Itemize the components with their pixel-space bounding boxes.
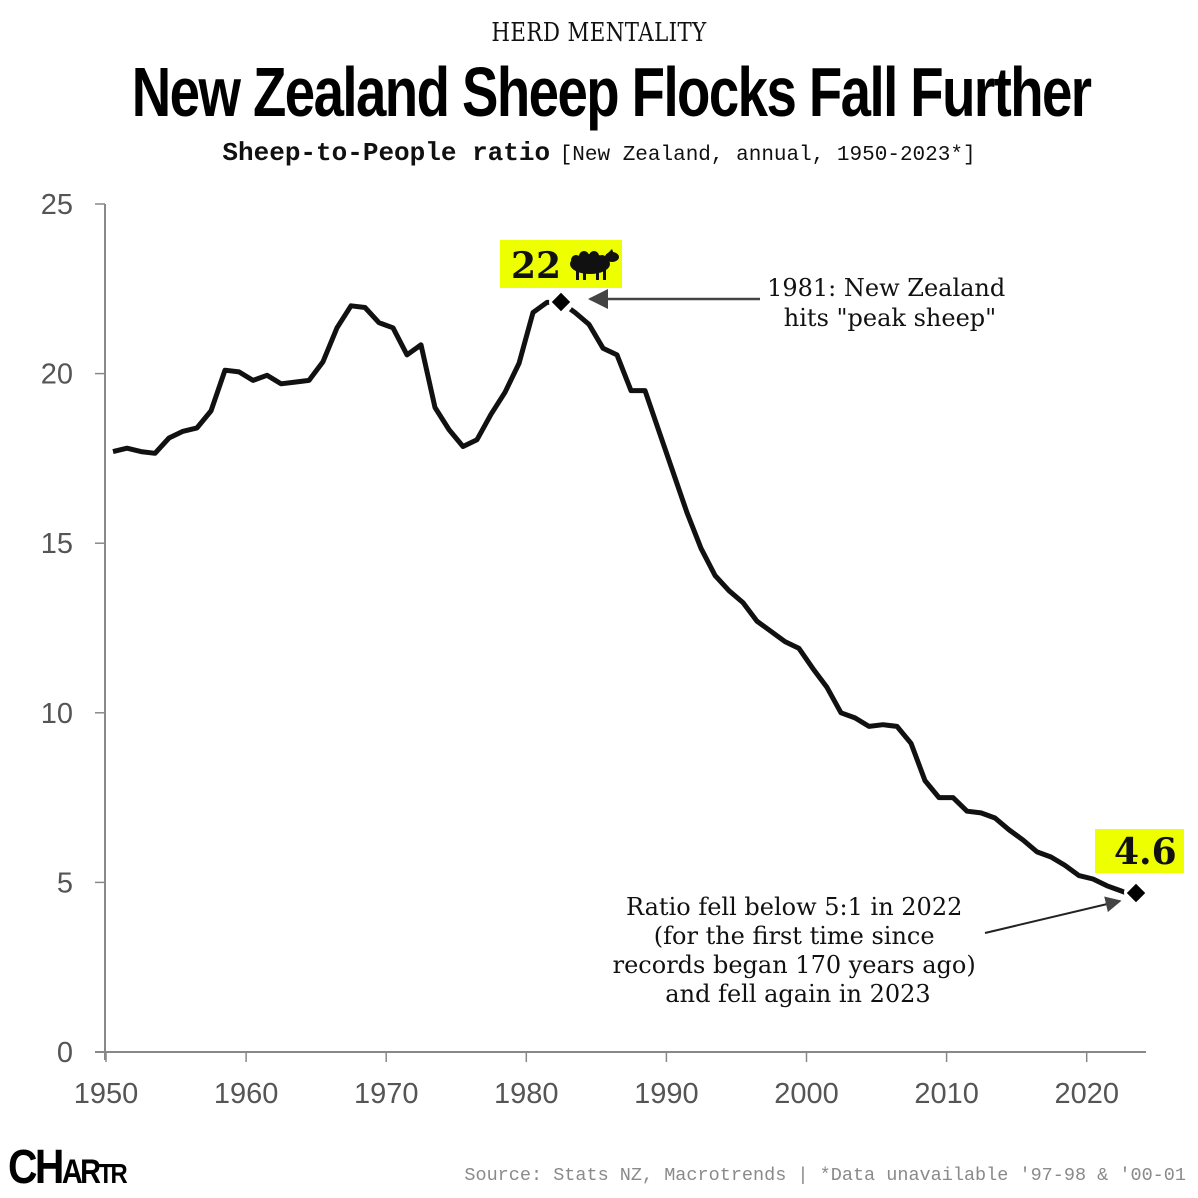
end-arrow — [984, 896, 1122, 934]
sheep-icon — [570, 249, 619, 280]
diamond-marker — [551, 292, 571, 312]
chart-kicker: HERD MENTALITY — [491, 18, 707, 48]
x-tick-label: 1950 — [74, 1078, 139, 1110]
peak-annotation: 1981: New Zealand hits "peak sheep" — [767, 274, 1013, 332]
y-axis: 0 5 10 15 20 25 — [41, 189, 106, 1069]
x-tick-label: 2010 — [914, 1078, 979, 1110]
subtitle-details: [New Zealand, annual, 1950-2023*] — [559, 144, 976, 167]
source-note: Source: Stats NZ, Macrotrends | *Data un… — [464, 1165, 1186, 1186]
x-tick-label: 1960 — [214, 1078, 279, 1110]
y-tick-label: 5 — [57, 867, 73, 899]
y-tick-label: 10 — [41, 698, 73, 730]
peak-value-label: 22 — [511, 245, 561, 287]
data-markers — [549, 290, 1148, 905]
diamond-marker — [1126, 883, 1146, 903]
chart-subtitle: Sheep-to-People ratio [New Zealand, annu… — [0, 138, 1198, 168]
end-annotation: Ratio fell below 5:1 in 2022 (for the fi… — [613, 893, 984, 1008]
y-tick-label: 25 — [41, 189, 73, 221]
x-tick-label: 1970 — [354, 1078, 419, 1110]
y-tick-label: 20 — [41, 359, 73, 391]
subtitle-metric: Sheep-to-People ratio — [222, 138, 551, 168]
x-tick-label: 2020 — [1054, 1078, 1119, 1110]
end-highlight-box — [1095, 829, 1184, 873]
x-tick-label: 1980 — [494, 1078, 559, 1110]
x-axis: 1950 1960 1970 1980 1990 2000 2010 2020 — [74, 1051, 1146, 1110]
chartr-logo: CHARTR — [8, 1141, 128, 1194]
chart-title: New Zealand Sheep Flocks Fall Further — [131, 53, 1092, 131]
end-value-label: 4.6 — [1114, 831, 1177, 873]
y-tick-label: 0 — [57, 1037, 73, 1069]
x-tick-label: 1990 — [634, 1078, 699, 1110]
y-tick-label: 15 — [41, 528, 73, 560]
data-line — [112, 299, 1136, 899]
x-tick-label: 2000 — [774, 1078, 839, 1110]
